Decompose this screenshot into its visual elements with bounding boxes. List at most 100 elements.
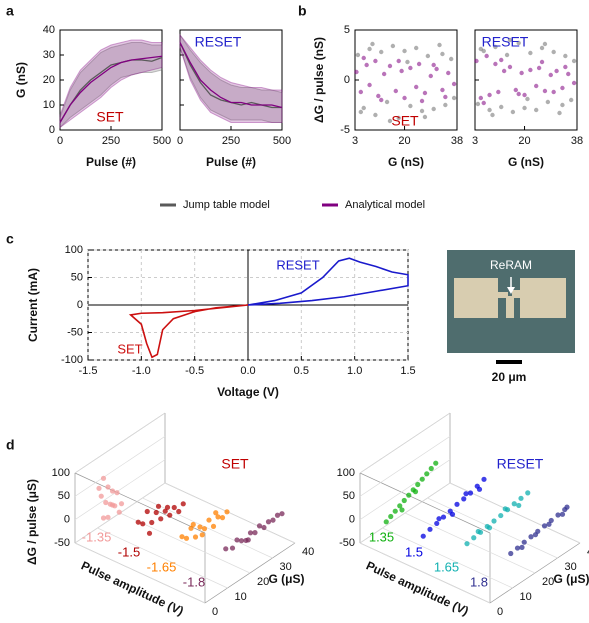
- point: [247, 530, 254, 536]
- point: [388, 513, 394, 520]
- grid-line: [404, 512, 536, 574]
- y-tick-label: 0: [77, 299, 83, 311]
- panel-label: c: [6, 231, 14, 247]
- point: [461, 496, 467, 502]
- series-label: -1.8: [183, 574, 205, 589]
- point: [428, 73, 433, 79]
- annotation: RESET: [482, 34, 529, 50]
- point: [478, 46, 484, 52]
- point: [522, 92, 527, 98]
- grid-line: [142, 497, 273, 559]
- point: [96, 485, 102, 491]
- point: [408, 103, 413, 109]
- x-tick-label: 30: [565, 561, 577, 573]
- point: [498, 512, 504, 519]
- point: [105, 484, 111, 490]
- point: [519, 544, 525, 551]
- line: [59, 56, 163, 123]
- point: [419, 108, 425, 114]
- point: [279, 511, 285, 517]
- x-tick-label: -1.0: [132, 365, 151, 377]
- point: [201, 526, 208, 532]
- point: [422, 114, 428, 120]
- z-axis-label: ΔG / pulse (μS): [25, 479, 39, 565]
- point: [502, 506, 508, 512]
- grid-line: [359, 436, 451, 497]
- point: [504, 52, 510, 58]
- point: [454, 501, 460, 507]
- x-axis-label: Pulse (#): [86, 155, 136, 169]
- point: [114, 490, 120, 496]
- point: [491, 518, 497, 524]
- point: [545, 99, 551, 105]
- point: [393, 88, 398, 94]
- point: [478, 95, 484, 101]
- band: [179, 33, 283, 123]
- point: [451, 81, 457, 87]
- point: [571, 80, 577, 86]
- point: [399, 68, 404, 74]
- y-tick-label: 50: [71, 271, 83, 283]
- panel-label: d: [6, 437, 15, 453]
- x-axis-label: G (μS): [268, 572, 304, 586]
- point: [493, 44, 498, 50]
- point: [149, 519, 155, 526]
- point: [516, 502, 522, 509]
- x-tick-label: -1.5: [79, 365, 98, 377]
- point: [392, 508, 398, 514]
- point: [223, 546, 229, 552]
- point: [563, 64, 568, 70]
- y-tick-label: 0: [344, 74, 350, 86]
- x-tick-label: 20: [398, 135, 410, 147]
- band: [59, 39, 163, 129]
- point: [471, 535, 477, 541]
- point: [252, 530, 258, 536]
- point: [234, 537, 240, 543]
- point: [448, 56, 454, 62]
- point: [367, 46, 372, 52]
- point: [171, 504, 177, 511]
- panel-label: a: [6, 3, 14, 19]
- point: [162, 508, 168, 514]
- x-tick-label: 20: [257, 576, 269, 588]
- point: [555, 512, 561, 518]
- point: [486, 525, 493, 531]
- point: [551, 89, 556, 95]
- point: [140, 521, 146, 527]
- point: [384, 99, 390, 105]
- point: [508, 550, 514, 557]
- point: [554, 68, 559, 74]
- x-tick-label: 0: [497, 606, 503, 618]
- annotation: SET: [391, 113, 419, 129]
- point: [100, 475, 107, 481]
- point: [563, 53, 568, 59]
- point: [546, 521, 552, 527]
- point: [481, 476, 487, 482]
- point: [153, 509, 159, 516]
- point: [510, 109, 516, 115]
- point: [521, 539, 527, 545]
- point: [548, 517, 554, 524]
- point: [476, 486, 483, 492]
- annotation: SET: [96, 109, 124, 125]
- legend-label: Jump table model: [183, 199, 270, 211]
- point: [270, 517, 276, 523]
- box-edge: [359, 472, 491, 534]
- x-tick-label: 1.0: [347, 365, 362, 377]
- point: [424, 471, 430, 477]
- series-label: -1.5: [118, 544, 140, 559]
- point: [487, 107, 492, 113]
- point: [490, 112, 495, 118]
- scale-bar-label: 20 μm: [492, 370, 527, 384]
- x-tick-label: 0: [212, 606, 218, 618]
- point: [190, 521, 196, 528]
- point: [144, 508, 150, 515]
- grid-line: [164, 482, 296, 544]
- grid-line: [359, 542, 491, 604]
- x-axis-label: G (nS): [508, 155, 544, 169]
- point: [98, 493, 104, 499]
- point: [256, 523, 263, 529]
- point: [408, 65, 413, 71]
- point: [481, 100, 486, 106]
- point: [436, 516, 442, 522]
